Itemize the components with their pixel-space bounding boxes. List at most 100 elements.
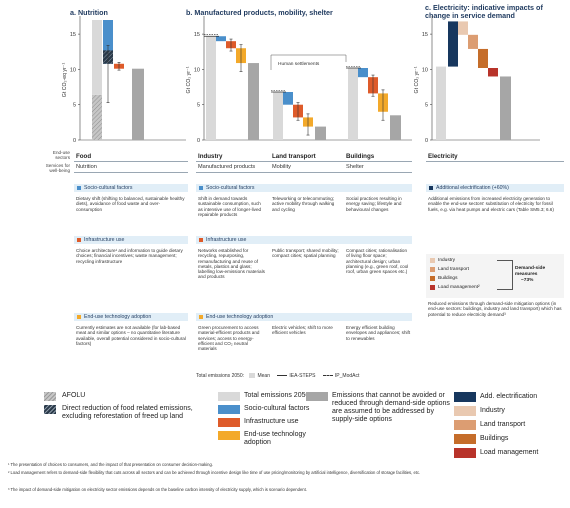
- bar-afolu: [92, 94, 102, 140]
- elec-list-item: Load management²: [430, 283, 480, 292]
- legend-tr: Land transport: [480, 421, 526, 428]
- bar-socio-cultural-Land transport: [283, 92, 293, 105]
- y-tick-label: 0: [197, 138, 200, 144]
- tech-swatch: [218, 431, 240, 440]
- y-tick-label: 10: [194, 67, 200, 73]
- soc-swatch: [218, 405, 240, 414]
- ip-line: [322, 375, 333, 377]
- ind-inf-text: Networks established for recycling, repu…: [198, 248, 265, 280]
- bar-total: [92, 20, 102, 95]
- unavoid-swatch: [306, 392, 328, 401]
- y-axis-label: Gt CO₂-eq yr⁻¹: [62, 63, 68, 98]
- food-soc-header-label: Socio-cultural factors: [84, 185, 133, 191]
- bsh-inf-header: Infrastructure use: [196, 236, 412, 244]
- bar-total-Buildings: [348, 68, 358, 140]
- y-tick-label: 0: [73, 138, 76, 144]
- bar-residual-Buildings: [390, 115, 401, 140]
- legend-unavoid: Emissions that cannot be avoided or redu…: [332, 392, 450, 423]
- footnote-2: ² Load management refers to demand-side …: [8, 470, 421, 475]
- elec-add-header-label: Additional electrification (+60%): [436, 185, 509, 191]
- bsh-soc-header: Socio-cultural factors: [196, 184, 412, 192]
- legend-add-elec: Add. electrification: [480, 393, 538, 400]
- tr-tech-text: Electric vehicles; shift to more efficie…: [272, 325, 333, 336]
- bsh-tech-header-label: End-use technology adoption: [206, 314, 274, 320]
- elec-list-swatch: [430, 276, 435, 281]
- food-soc-text: Dietary shift (shifting to balanced, sus…: [76, 196, 185, 212]
- elec-list-swatch: [430, 267, 435, 272]
- food-soc-header: Socio-cultural factors: [74, 184, 188, 192]
- infrastructure-icon: [77, 238, 81, 242]
- inf-swatch: [218, 418, 240, 427]
- elec-desc-text: Additional emissions from increased elec…: [428, 196, 554, 212]
- food-inf-header-label: Infrastructure use: [84, 237, 125, 243]
- y-tick-label: 15: [70, 32, 76, 38]
- bar-load-management: [488, 68, 498, 77]
- sector-transport: Land transport: [272, 153, 316, 160]
- tr-swatch: [454, 420, 476, 430]
- tr-soc-text: Teleworking or telecommuting; active mob…: [272, 196, 335, 212]
- socio-cultural-icon: [77, 186, 81, 190]
- service-buildings: Shelter: [346, 164, 364, 170]
- total-key-ip: IP_ModAct: [334, 373, 360, 379]
- legend-inf: Infrastructure use: [244, 418, 299, 425]
- legend-direct: Direct reduction of food related emissio…: [62, 405, 193, 420]
- total-swatch: [218, 392, 240, 401]
- legend-soc: Socio-cultural factors: [244, 405, 310, 412]
- bar-industry: [458, 21, 468, 35]
- elec-list-label: Land transport: [438, 267, 469, 272]
- food-tech-header-label: End-use technology adoption: [84, 314, 152, 320]
- panel-b-title: b. Manufactured products, mobility, shel…: [186, 8, 333, 17]
- elec-reduced-text: Reduced emissions through demand-side mi…: [428, 301, 562, 317]
- elec-list-swatch: [430, 285, 435, 290]
- sector-food: Food: [76, 153, 92, 160]
- legend-ind: Industry: [480, 407, 505, 414]
- y-tick-label: 0: [425, 138, 428, 144]
- legend-afolu: AFOLU: [62, 392, 86, 399]
- bar-buildings: [478, 48, 488, 68]
- food-inf-text: Choice architecture¹ and information to …: [76, 248, 183, 264]
- chart-nutrition: 0 5 10 15 Gt CO₂-eq yr⁻¹: [62, 16, 186, 144]
- human-settlements-label: Human settlements: [278, 62, 320, 67]
- y-tick-label: 10: [422, 67, 428, 73]
- row-label-services: Services for well-being: [45, 163, 70, 174]
- legend-load: Load management: [480, 449, 539, 456]
- tr-inf-text: Public transport; shared mobility; compa…: [272, 248, 339, 259]
- service-food: Nutrition: [76, 164, 97, 170]
- total-emissions-key: Total emissions 2050: Mean IEA-STEPS IP_…: [196, 373, 359, 379]
- y-tick-label: 15: [422, 32, 428, 38]
- sector-buildings: Buildings: [346, 153, 375, 160]
- bar-residual-Land transport: [315, 126, 326, 140]
- elec-list-item: Buildings: [430, 274, 480, 283]
- iea-line: [277, 375, 288, 377]
- total-key-label: Total emissions 2050:: [196, 373, 245, 379]
- direct-reduction-swatch: [44, 405, 56, 414]
- bar-add-electrification: [448, 21, 458, 67]
- elec-dsm-label: Demand-side measures: [515, 266, 546, 277]
- service-transport: Mobility: [272, 164, 291, 170]
- elec-brace: [497, 260, 513, 290]
- afolu-swatch: [44, 392, 56, 401]
- ind-soc-text: Shift in demand towards sustainable cons…: [198, 196, 262, 217]
- elec-demand-list: Industry Land transport Buildings Load mana…: [430, 256, 480, 292]
- bar-socio-cultural-Buildings: [358, 68, 368, 78]
- socio-cultural-icon: [199, 186, 203, 190]
- elec-list-label: Load management²: [438, 285, 480, 290]
- bar-residual: [132, 68, 144, 140]
- legend-bld: Buildings: [480, 435, 509, 442]
- elec-list-item: Industry: [430, 256, 480, 265]
- load-swatch: [454, 448, 476, 458]
- total-key-mean: Mean: [257, 373, 270, 379]
- sector-electricity: Electricity: [428, 153, 458, 160]
- ind-tech-text: Green procurement to access material-eff…: [198, 325, 260, 352]
- total-key-iea: IEA-STEPS: [289, 373, 316, 379]
- panel-a-title: a. Nutrition: [70, 8, 108, 17]
- food-inf-header: Infrastructure use: [74, 236, 188, 244]
- bsh-soc-header-label: Socio-cultural factors: [206, 185, 255, 191]
- bsh-tech-header: End-use technology adoption: [196, 313, 412, 321]
- bar-socio-cultural-Industry: [216, 36, 226, 42]
- y-tick-label: 5: [73, 103, 76, 109]
- mean-swatch: [249, 373, 256, 379]
- infrastructure-icon: [199, 238, 203, 242]
- bar-land-transport: [468, 34, 478, 49]
- sector-industry: Industry: [198, 153, 223, 160]
